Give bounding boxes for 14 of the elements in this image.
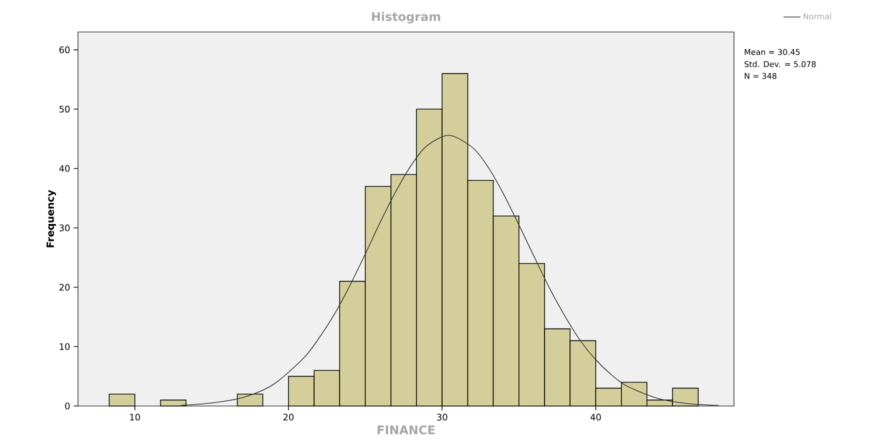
x-axis-title: FINANCE [378, 425, 435, 434]
x-tick-label: 20 [283, 414, 294, 421]
y-tick-label: 40 [59, 165, 70, 172]
y-tick-label: 10 [60, 343, 70, 350]
y-tick-label: 0 [65, 402, 70, 410]
y-tick-label: 30 [60, 224, 70, 232]
x-tick-label: 40 [590, 414, 601, 421]
x-tick-label: 10 [130, 414, 140, 421]
y-tick-label: 50 [60, 106, 70, 113]
y-tick-label: 20 [59, 284, 70, 291]
chart-title: Histogram [372, 12, 440, 24]
y-axis-title: Frequency [46, 190, 56, 248]
y-tick-label: 60 [59, 46, 70, 54]
x-tick-label: 30 [437, 414, 448, 421]
